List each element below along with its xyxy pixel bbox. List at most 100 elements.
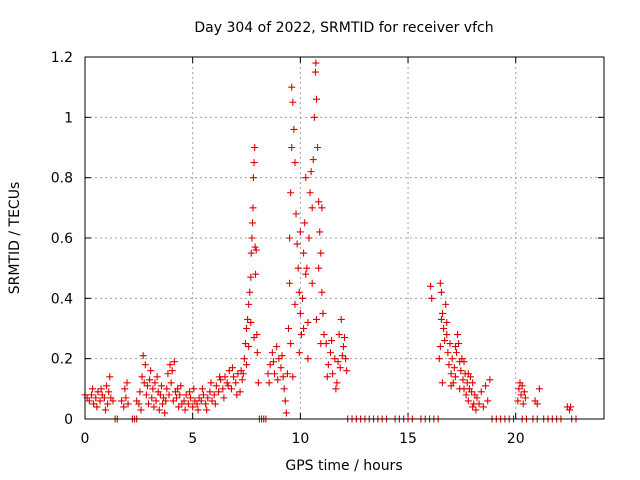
data-point xyxy=(472,406,480,414)
data-point xyxy=(251,144,259,151)
data-point xyxy=(452,349,460,357)
data-point xyxy=(519,400,527,408)
data-point xyxy=(313,95,321,103)
data-point xyxy=(187,394,195,402)
data-point xyxy=(296,228,304,236)
data-point xyxy=(446,340,454,348)
data-point xyxy=(122,394,130,402)
data-point xyxy=(266,361,274,369)
data-point xyxy=(333,379,341,387)
x-axis-label: GPS time / hours xyxy=(285,458,402,474)
data-point xyxy=(456,385,464,393)
x-tick-label: 5 xyxy=(188,431,197,447)
data-point xyxy=(305,234,313,242)
data-point xyxy=(311,68,319,76)
data-point xyxy=(315,264,323,272)
data-point xyxy=(459,376,467,384)
grid xyxy=(85,57,604,419)
data-point xyxy=(152,397,160,405)
data-point xyxy=(203,406,211,414)
data-point xyxy=(151,379,159,387)
y-tick-label: 0.4 xyxy=(51,291,73,307)
data-point xyxy=(156,391,164,399)
data-point xyxy=(314,144,322,151)
data-point xyxy=(136,388,144,396)
data-point xyxy=(250,159,258,167)
data-point xyxy=(149,385,157,393)
data-point xyxy=(120,403,128,411)
y-tick-label: 0.8 xyxy=(51,171,73,187)
data-point xyxy=(146,376,154,384)
data-point xyxy=(331,355,339,363)
data-point xyxy=(275,355,283,363)
data-point xyxy=(245,343,253,351)
y-axis-label: SRMTID / TECUs xyxy=(7,182,23,295)
data-point xyxy=(163,385,171,393)
data-point xyxy=(440,325,448,332)
data-point xyxy=(289,373,297,381)
data-point xyxy=(229,364,237,372)
data-point xyxy=(252,246,260,254)
data-point xyxy=(105,388,113,396)
data-point xyxy=(293,240,301,248)
data-point xyxy=(464,370,472,378)
data-point xyxy=(447,382,455,390)
data-point xyxy=(135,400,143,408)
data-point xyxy=(514,397,522,405)
data-point xyxy=(339,343,347,351)
data-point xyxy=(280,385,288,393)
data-point xyxy=(243,325,251,332)
data-point xyxy=(288,83,296,91)
data-point xyxy=(308,204,316,212)
data-point xyxy=(181,406,189,414)
data-point xyxy=(322,340,330,348)
data-point xyxy=(254,379,262,387)
data-point xyxy=(309,156,317,164)
data-point xyxy=(289,98,297,106)
data-point xyxy=(307,168,315,176)
data-point xyxy=(147,367,155,375)
data-point xyxy=(161,409,169,417)
data-point xyxy=(140,379,148,387)
data-point xyxy=(253,349,261,357)
data-point xyxy=(441,337,449,345)
data-point xyxy=(310,113,318,121)
data-point xyxy=(327,349,335,357)
data-point xyxy=(164,370,172,378)
data-point xyxy=(173,394,181,402)
data-point xyxy=(168,367,176,375)
data-point xyxy=(299,294,307,302)
data-point xyxy=(303,264,311,272)
data-point xyxy=(90,400,98,408)
data-point xyxy=(169,397,177,405)
data-point xyxy=(334,358,342,366)
data-point xyxy=(315,198,323,206)
data-point xyxy=(227,385,235,393)
data-point xyxy=(216,373,224,381)
data-point xyxy=(207,379,215,387)
data-point xyxy=(141,361,149,369)
data-point xyxy=(297,331,305,339)
y-tick-label: 0.2 xyxy=(51,352,73,368)
data-point xyxy=(332,385,340,393)
data-point xyxy=(302,270,310,278)
data-point xyxy=(97,385,105,393)
data-point xyxy=(118,397,126,405)
x-tick-label: 15 xyxy=(399,431,417,447)
data-point xyxy=(477,388,485,396)
data-point xyxy=(290,125,298,133)
data-point xyxy=(245,300,253,308)
data-point xyxy=(190,385,198,393)
data-point xyxy=(100,394,108,402)
data-point xyxy=(318,288,326,296)
data-point xyxy=(342,355,350,363)
data-point xyxy=(159,400,167,408)
data-point xyxy=(300,249,308,257)
chart-title: Day 304 of 2022, SRMTID for receiver vfc… xyxy=(194,20,493,36)
data-point xyxy=(312,59,320,67)
data-point xyxy=(437,315,445,323)
data-point xyxy=(143,382,151,390)
data-point xyxy=(288,144,296,151)
data-point xyxy=(323,373,331,381)
data-point xyxy=(137,406,145,414)
